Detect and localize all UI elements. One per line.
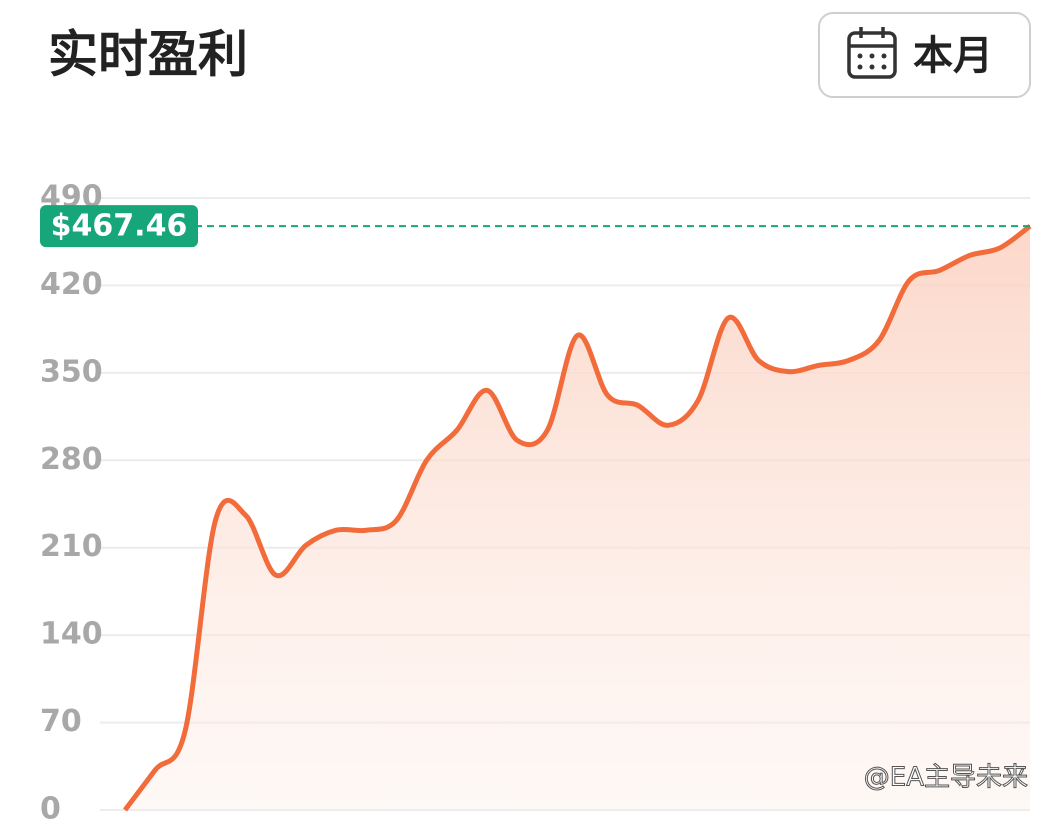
y-tick-label: 0 — [40, 792, 61, 827]
y-tick-label: 70 — [40, 704, 82, 739]
marker-badge — [40, 205, 198, 248]
button-label: 本月 — [913, 33, 993, 79]
y-tick-label: 210 — [40, 529, 103, 564]
y-tick-label: 350 — [40, 354, 103, 389]
y-tick-label: 280 — [40, 442, 103, 477]
area-fill — [125, 226, 1030, 811]
y-tick-label: 420 — [40, 267, 103, 302]
title: 实时盈利 — [48, 26, 248, 84]
line — [123, 224, 1032, 812]
calendar-icon — [847, 27, 897, 79]
marker-label: $467.46 — [51, 209, 188, 244]
watermark: @EA主导未来 — [864, 763, 1028, 793]
period-button[interactable]: 本月 — [818, 12, 1031, 98]
y-tick-label: 140 — [40, 617, 103, 652]
